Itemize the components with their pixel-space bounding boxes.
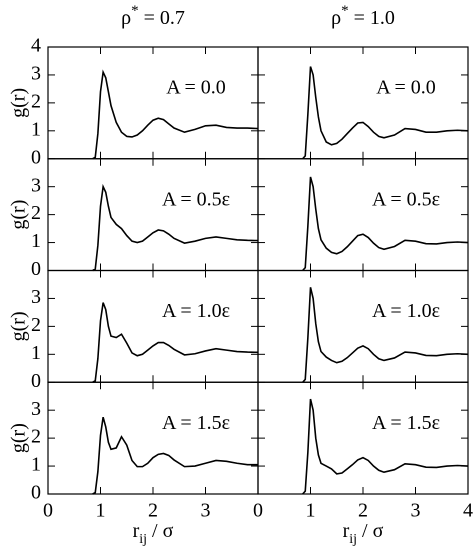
x-label-symbol: r	[343, 520, 350, 542]
y-tick-label: 3	[31, 398, 41, 420]
x-axis-label: rij / σ	[343, 520, 384, 547]
annotation: A = 0.0	[376, 77, 436, 99]
y-tick-label: 1	[31, 118, 41, 140]
data-line	[92, 183, 259, 272]
y-tick-label: 2	[31, 90, 41, 112]
panel-frame	[47, 269, 259, 383]
annotation: A = 0.0	[166, 77, 226, 99]
panel-frame	[257, 381, 469, 495]
annotation: A = 1.0ε	[372, 300, 440, 322]
annotation: A = 0.5ε	[372, 188, 440, 210]
y-tick-label: 1	[31, 230, 41, 252]
y-axis-label: g(r)	[8, 311, 30, 341]
data-line	[302, 287, 469, 383]
x-label-subscript: ij	[349, 532, 357, 547]
x-tick-label: 1	[96, 500, 106, 522]
panel-frame	[47, 46, 259, 160]
x-tick-label: 3	[411, 500, 421, 522]
column-title: ρ* = 1.0	[331, 3, 395, 29]
y-tick-label: 0	[31, 258, 41, 280]
x-tick-label: 2	[358, 500, 368, 522]
y-tick-label: 0	[31, 482, 41, 504]
annotation: A = 1.0ε	[162, 300, 230, 322]
y-tick-label: 3	[31, 174, 41, 196]
data-line	[302, 398, 469, 495]
x-tick-label: 0	[43, 500, 53, 522]
column-title: ρ* = 0.7	[121, 3, 185, 29]
title-symbol: ρ	[331, 7, 341, 29]
y-tick-label: 3	[31, 63, 41, 85]
y-tick-label: 2	[31, 202, 41, 224]
x-tick-label: 4	[463, 500, 473, 522]
data-line	[302, 176, 469, 272]
data-line	[92, 416, 258, 495]
data-line	[92, 302, 259, 383]
title-symbol: ρ	[121, 7, 131, 29]
y-tick-label: 2	[31, 426, 41, 448]
panel-frame	[257, 46, 469, 160]
title-rest: = 0.7	[139, 7, 185, 29]
y-axis-label: g(r)	[8, 88, 30, 118]
x-label-symbol: r	[133, 520, 140, 542]
title-superscript: *	[131, 3, 139, 19]
y-tick-label: 0	[31, 146, 41, 168]
title-superscript: *	[341, 3, 349, 19]
y-tick-label: 3	[31, 286, 41, 308]
y-tick-label: 2	[31, 314, 41, 336]
x-label-subscript: ij	[139, 532, 147, 547]
annotation: A = 0.5ε	[162, 188, 230, 210]
panel-frame	[257, 158, 469, 272]
panel-frame	[47, 381, 259, 495]
x-label-rest: / σ	[357, 520, 384, 542]
title-rest: = 1.0	[349, 7, 395, 29]
y-tick-label: 1	[31, 454, 41, 476]
annotation: A = 1.5ε	[372, 412, 440, 434]
data-line	[302, 66, 469, 160]
x-tick-label: 0	[253, 500, 263, 522]
y-tick-label: 0	[31, 370, 41, 392]
y-tick-label: 1	[31, 342, 41, 364]
y-axis-label: g(r)	[8, 200, 30, 230]
x-tick-label: 3	[201, 500, 211, 522]
x-axis-label: rij / σ	[133, 520, 174, 547]
y-tick-label: 4	[31, 35, 41, 57]
panel-frame	[257, 269, 469, 383]
x-tick-label: 1	[306, 500, 316, 522]
data-line	[92, 69, 259, 160]
x-label-rest: / σ	[147, 520, 174, 542]
panel-frame	[47, 158, 259, 272]
y-axis-label: g(r)	[8, 423, 30, 453]
annotation: A = 1.5ε	[162, 412, 230, 434]
x-tick-label: 2	[148, 500, 158, 522]
